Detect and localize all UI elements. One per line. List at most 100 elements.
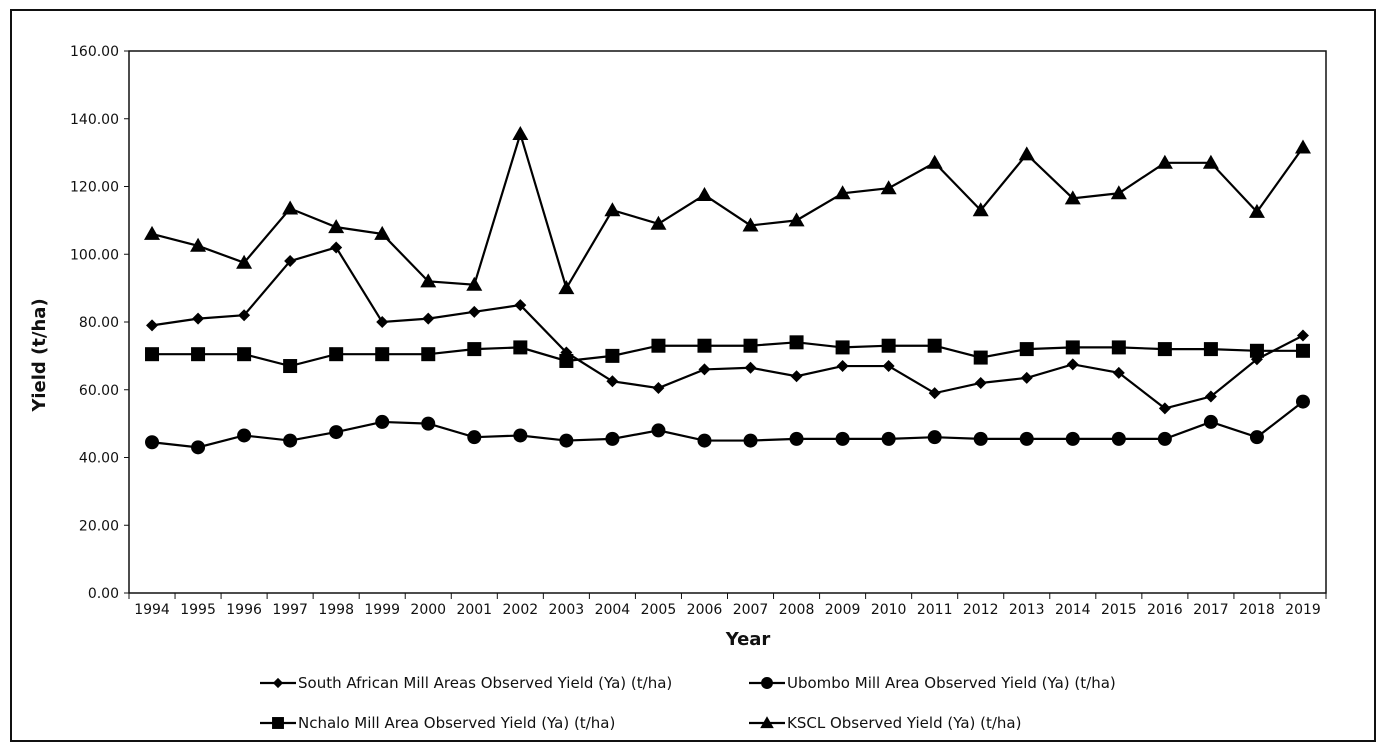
series-line	[151, 400, 1304, 449]
x-tick-label: 2015	[1101, 602, 1137, 618]
data-point	[973, 350, 988, 365]
data-point	[928, 387, 941, 400]
y-tick-label: 0.00	[88, 586, 119, 602]
data-point	[881, 338, 896, 353]
x-tick-label: 2002	[503, 602, 539, 618]
y-tick-label: 140.00	[70, 112, 119, 128]
series-line	[151, 246, 1304, 410]
data-point	[972, 202, 989, 217]
x-tick-label: 2016	[1147, 602, 1183, 618]
data-point	[651, 338, 666, 353]
data-point	[330, 241, 343, 254]
x-tick-label: 2017	[1193, 602, 1229, 618]
x-tick-label: 1999	[364, 602, 400, 618]
plot-border	[128, 50, 1327, 594]
legend-item: South African Mill Areas Observed Yield …	[260, 674, 672, 692]
x-tick-label: 2008	[779, 602, 815, 618]
x-axis-ticks: 1994 1995 1996 1997 1998 1999 2000 2001 2002 2003…	[128, 593, 1327, 618]
legend-label: KSCL Observed Yield (Ya) (t/ha)	[787, 714, 1021, 732]
data-point	[1203, 342, 1218, 357]
data-point	[1203, 414, 1218, 429]
data-point	[606, 375, 619, 388]
data-point	[237, 347, 252, 362]
y-tick-label: 40.00	[79, 451, 119, 467]
series-layer	[144, 125, 1311, 455]
x-tick-label: 2013	[1009, 602, 1045, 618]
data-point	[697, 338, 712, 353]
y-tick-label: 160.00	[70, 44, 119, 60]
x-tick-label: 2005	[641, 602, 677, 618]
data-point	[1295, 343, 1310, 358]
data-point	[191, 347, 206, 362]
y-tick-label: 80.00	[79, 315, 119, 331]
data-point	[192, 312, 205, 325]
data-point	[1019, 342, 1034, 357]
y-tick-label: 100.00	[70, 247, 119, 263]
data-point	[1111, 340, 1126, 355]
x-tick-label: 2001	[456, 602, 492, 618]
series-circle	[145, 394, 1310, 455]
data-point	[742, 217, 759, 232]
data-point	[146, 319, 159, 332]
plot-area	[128, 50, 1327, 594]
data-point	[698, 363, 711, 376]
data-point	[1294, 139, 1311, 154]
x-tick-label: 2019	[1285, 602, 1321, 618]
data-point	[1112, 366, 1125, 379]
x-tick-label: 2014	[1055, 602, 1091, 618]
chart-frame: 0.00 20.00 40.00 60.00 80.00 100.00 120.00 140.…	[10, 9, 1376, 742]
data-point	[236, 254, 253, 269]
data-point	[744, 361, 757, 374]
data-point	[652, 382, 665, 395]
data-point	[605, 348, 620, 363]
data-point	[927, 338, 942, 353]
data-point	[974, 376, 987, 389]
data-point	[743, 338, 758, 353]
data-point	[927, 430, 942, 445]
data-point	[1156, 154, 1173, 169]
data-point	[144, 225, 161, 240]
data-point	[1110, 185, 1127, 200]
data-point	[513, 340, 528, 355]
data-point	[420, 273, 437, 288]
data-point	[376, 316, 389, 328]
data-point	[1020, 371, 1033, 384]
data-point	[697, 433, 712, 448]
y-axis-title: Yield (t/ha)	[29, 298, 50, 412]
data-point	[1248, 203, 1265, 218]
y-tick-label: 60.00	[79, 383, 119, 399]
data-point	[788, 212, 805, 227]
series-triangle	[144, 125, 1311, 295]
legend-marker	[761, 677, 773, 689]
legend-item: Ubombo Mill Area Observed Yield (Ya) (t/…	[749, 674, 1116, 692]
data-point	[512, 125, 529, 140]
series-diamond	[146, 241, 1309, 415]
y-tick-label: 120.00	[70, 180, 119, 196]
data-point	[145, 435, 160, 450]
data-point	[283, 359, 298, 374]
x-tick-label: 2006	[687, 602, 723, 618]
data-point	[467, 430, 482, 445]
data-point	[375, 414, 390, 429]
data-point	[1111, 431, 1126, 446]
x-tick-label: 1997	[272, 602, 308, 618]
data-point	[835, 340, 850, 355]
x-tick-label: 1996	[226, 602, 262, 618]
series-line	[151, 130, 1304, 291]
data-point	[1065, 431, 1080, 446]
data-point	[328, 219, 345, 234]
data-point	[375, 347, 390, 362]
x-tick-label: 1998	[318, 602, 354, 618]
data-point	[237, 428, 252, 443]
legend-label: Ubombo Mill Area Observed Yield (Ya) (t/…	[787, 674, 1116, 692]
legend-marker	[272, 717, 284, 729]
data-point	[1064, 190, 1081, 205]
data-point	[468, 305, 481, 318]
data-point	[650, 215, 667, 230]
x-tick-label: 2012	[963, 602, 999, 618]
data-point	[604, 202, 621, 217]
data-point	[882, 360, 895, 373]
data-point	[696, 186, 713, 201]
series-square	[145, 335, 1310, 374]
x-tick-label: 2018	[1239, 602, 1275, 618]
